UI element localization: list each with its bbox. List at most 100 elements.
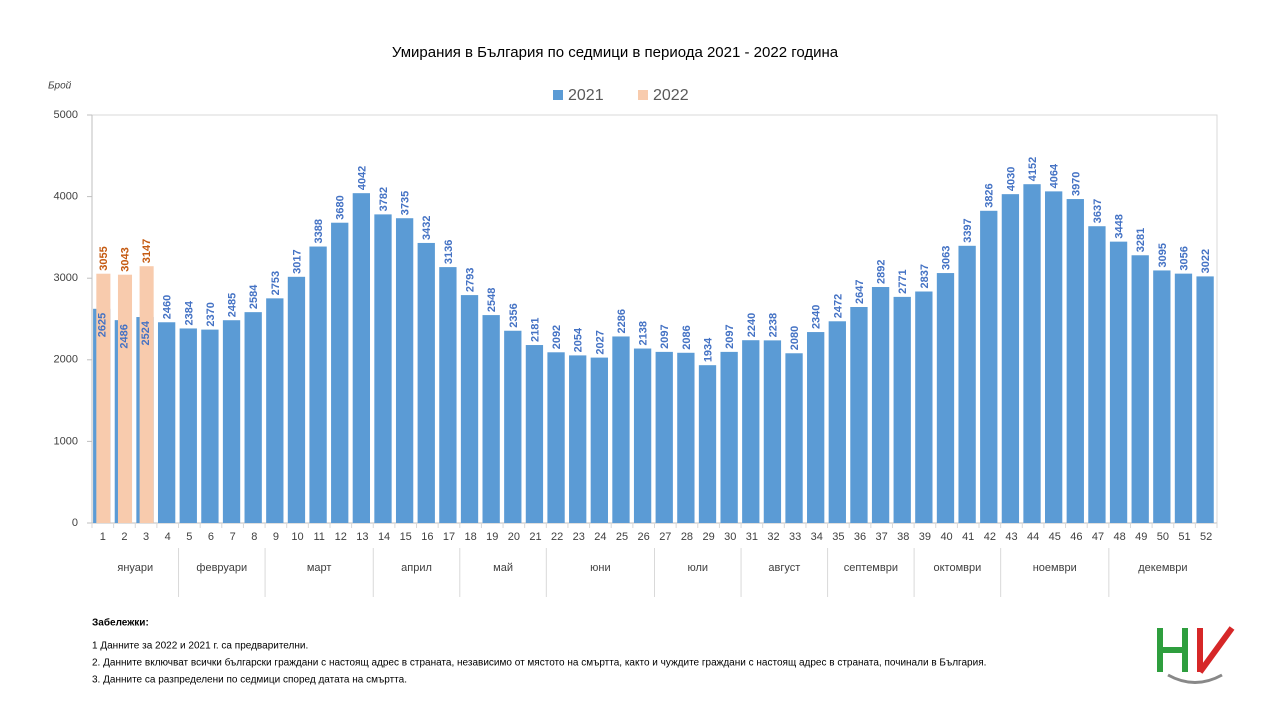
y-tick-label: 5000	[54, 109, 78, 121]
data-label: 2238	[767, 313, 779, 337]
y-tick-label: 0	[72, 517, 78, 529]
bar	[1174, 273, 1193, 523]
bar	[1088, 226, 1106, 523]
bar	[655, 351, 673, 523]
group-label: април	[401, 562, 432, 574]
legend-label: 2021	[568, 87, 604, 104]
x-tick-label: 23	[573, 531, 585, 543]
data-label: 3432	[421, 215, 433, 239]
data-label: 2892	[876, 260, 888, 284]
data-label: 2647	[854, 280, 866, 304]
data-label: 3680	[335, 195, 347, 219]
data-label: 2485	[227, 293, 239, 317]
x-tick-label: 34	[811, 531, 823, 543]
x-tick-label: 50	[1157, 531, 1169, 543]
y-tick-label: 4000	[54, 191, 78, 203]
x-tick-label: 43	[1005, 531, 1017, 543]
x-tick-label: 12	[335, 531, 347, 543]
data-label: 2086	[681, 325, 693, 349]
data-label: 2138	[638, 321, 650, 345]
bar	[222, 320, 241, 523]
x-tick-label: 14	[378, 531, 390, 543]
x-tick-label: 31	[746, 531, 758, 543]
x-tick-label: 18	[464, 531, 476, 543]
group-label: юни	[590, 562, 610, 574]
data-label: 1934	[702, 337, 714, 362]
y-tick-label: 1000	[54, 435, 78, 447]
data-label: 3095	[1157, 243, 1169, 267]
bar	[482, 315, 500, 523]
bar	[785, 353, 803, 523]
legend-swatch	[638, 90, 648, 100]
data-label: 2486	[118, 324, 130, 348]
x-tick-label: 9	[273, 531, 279, 543]
data-label: 3397	[962, 218, 974, 242]
data-label: 2837	[919, 264, 931, 288]
data-label: 2370	[205, 302, 217, 326]
data-label: 2384	[183, 300, 195, 325]
x-tick-label: 2	[121, 531, 127, 543]
bar	[633, 348, 652, 523]
x-tick-label: 6	[208, 531, 214, 543]
bar	[698, 365, 717, 523]
bar	[763, 340, 782, 523]
bar	[331, 222, 349, 523]
bar	[1001, 194, 1020, 524]
group-label: март	[307, 562, 332, 574]
bar	[374, 214, 392, 523]
bar	[720, 351, 738, 523]
data-label: 3388	[313, 219, 325, 243]
x-tick-label: 10	[291, 531, 303, 543]
group-label: февруари	[196, 562, 247, 574]
data-label: 3826	[984, 183, 996, 207]
bar	[590, 357, 608, 523]
bar	[677, 352, 695, 523]
data-label: 2771	[897, 269, 909, 293]
data-label: 3448	[1114, 214, 1126, 238]
bar	[439, 267, 457, 523]
data-label: 4064	[1049, 163, 1061, 188]
x-tick-label: 22	[551, 531, 563, 543]
data-label: 2097	[659, 324, 671, 348]
group-label: юли	[687, 562, 708, 574]
y-tick-label: 2000	[54, 354, 78, 366]
group-label: май	[493, 562, 513, 574]
bar	[850, 307, 868, 523]
data-label: 4042	[356, 166, 368, 190]
note: 1 Данните за 2022 и 2021 г. са предварит…	[92, 641, 308, 652]
bar	[504, 330, 522, 523]
bar	[157, 322, 176, 523]
bar	[807, 332, 825, 523]
note: 2. Данните включват всички български гра…	[92, 657, 986, 669]
bar	[417, 242, 435, 524]
group-label: януари	[117, 562, 153, 574]
data-label: 2548	[486, 288, 498, 312]
x-tick-label: 17	[443, 531, 455, 543]
x-tick-label: 51	[1178, 531, 1190, 543]
x-tick-label: 4	[165, 531, 171, 543]
x-tick-label: 52	[1200, 531, 1212, 543]
data-label: 2080	[789, 326, 801, 350]
data-label: 2793	[465, 268, 477, 292]
x-tick-label: 25	[616, 531, 628, 543]
x-tick-label: 36	[854, 531, 866, 543]
x-tick-label: 28	[681, 531, 693, 543]
data-label: 2460	[162, 295, 174, 319]
notes-title: Забележки:	[92, 617, 149, 629]
bar	[871, 287, 890, 523]
data-label: 2092	[551, 325, 563, 349]
data-label: 2753	[270, 271, 282, 295]
bar	[244, 312, 262, 523]
data-label: 3782	[378, 187, 390, 211]
chart-title: Умирания в България по седмици в периода…	[392, 44, 839, 61]
bar	[1131, 255, 1149, 524]
group-label: октомври	[934, 562, 982, 574]
data-label: 3970	[1070, 172, 1082, 196]
data-label: 2524	[140, 320, 152, 345]
data-label: 2054	[573, 327, 585, 352]
y-axis-label: Брой	[48, 81, 72, 92]
bar	[287, 276, 306, 523]
x-tick-label: 38	[897, 531, 909, 543]
note: 3. Данните са разпределени по седмици сп…	[92, 675, 407, 686]
x-tick-label: 39	[919, 531, 931, 543]
